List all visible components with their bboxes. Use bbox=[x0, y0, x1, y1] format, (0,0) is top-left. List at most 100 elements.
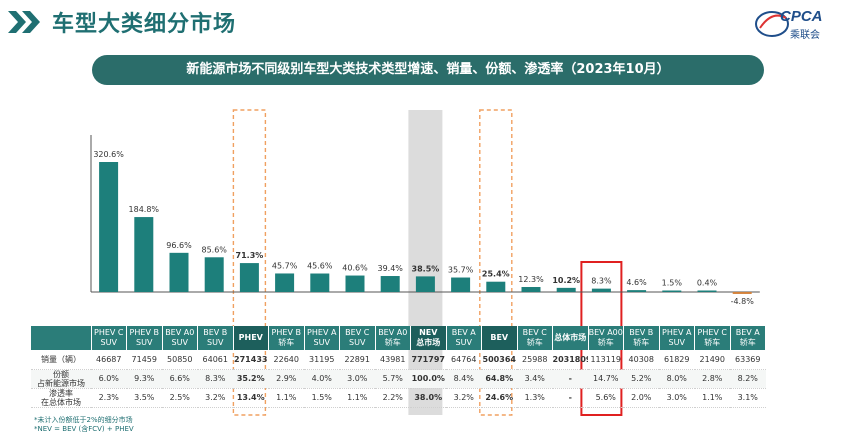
footnote-share: *未计入份额低于2%的细分市场 bbox=[34, 416, 133, 424]
table-cell: 6.6% bbox=[162, 369, 198, 389]
table-cell: 2.9% bbox=[268, 369, 304, 389]
bar bbox=[345, 275, 365, 292]
highlight-dashed-box bbox=[479, 109, 513, 416]
bar-value-label: 38.5% bbox=[412, 264, 440, 273]
table-cell: 2.8% bbox=[694, 369, 730, 389]
table-column-header: NEV 总市场 bbox=[410, 326, 447, 350]
table-cell: 43981 bbox=[375, 350, 411, 370]
table-cell: 2.5% bbox=[162, 388, 198, 408]
table-column-header: BEV B 轿车 bbox=[623, 326, 660, 350]
table-corner bbox=[31, 326, 92, 350]
table-cell: 1.1% bbox=[268, 388, 304, 408]
table-cell: 46687 bbox=[91, 350, 127, 370]
logo-subtext: 乘联会 bbox=[790, 30, 820, 41]
table-cell: 1.1% bbox=[339, 388, 375, 408]
bar-value-label: 184.8% bbox=[129, 205, 160, 214]
table-cell: 2031809 bbox=[552, 350, 588, 370]
table-cell: 9.3% bbox=[126, 369, 162, 389]
bar-value-label: 10.2% bbox=[552, 276, 580, 285]
table-column-header: PHEV B 轿车 bbox=[268, 326, 305, 350]
table-column-header: PHEV C SUV bbox=[91, 326, 127, 350]
data-table: PHEV C SUV PHEV B SUV BEV A0 SUV BEV B SUV PHEV P… bbox=[31, 326, 766, 408]
table-cell: 8.0% bbox=[659, 369, 695, 389]
bar bbox=[275, 273, 295, 292]
table-column-header: PHEV bbox=[233, 326, 269, 350]
table-column-header: BEV A0 轿车 bbox=[375, 326, 411, 350]
chart-banner-title: 新能源市场不同级别车型大类技术类型增速、销量、份额、渗透率（2023年10月） bbox=[92, 55, 764, 85]
table-cell: 2.0% bbox=[623, 388, 659, 408]
bar-value-label: 85.6% bbox=[201, 245, 227, 254]
bar bbox=[451, 277, 471, 292]
bar bbox=[486, 281, 506, 292]
table-cell: 31195 bbox=[304, 350, 340, 370]
table-cell: 3.1% bbox=[730, 388, 766, 408]
table-cell: 63369 bbox=[730, 350, 766, 370]
table-column-header: PHEV A SUV bbox=[659, 326, 695, 350]
page-title: 车型大类细分市场 bbox=[52, 12, 237, 37]
bar bbox=[134, 217, 154, 292]
bar bbox=[380, 276, 400, 292]
bar-value-label: 45.7% bbox=[272, 261, 298, 270]
table-column-header: BEV B SUV bbox=[197, 326, 234, 350]
highlight-dashed-box bbox=[232, 109, 267, 416]
bar bbox=[169, 252, 189, 292]
bar-value-label: 40.6% bbox=[342, 264, 368, 273]
table-cell: 40308 bbox=[623, 350, 659, 370]
table-cell: - bbox=[552, 369, 588, 389]
table-row: 份额 占新能源市场 6.0% 9.3% 6.6% 8.3% 35.2% 2.9% 4.0% 3.0… bbox=[31, 369, 766, 389]
table-cell: 271433 bbox=[233, 350, 269, 370]
table-cell: 6.0% bbox=[91, 369, 127, 389]
table-cell: 2.3% bbox=[91, 388, 127, 408]
table-cell: 3.0% bbox=[659, 388, 695, 408]
chevron-arrows-icon bbox=[8, 11, 40, 33]
bar bbox=[627, 290, 647, 292]
bar bbox=[591, 288, 611, 292]
table-cell: 8.2% bbox=[730, 369, 766, 389]
table-row: 渗透率 在总体市场 2.3% 3.5% 2.5% 3.2% 13.4% 1.1% 1.5% 1.1… bbox=[31, 388, 766, 408]
table-cell: 38.0% bbox=[410, 388, 446, 408]
table-cell: 13.4% bbox=[233, 388, 269, 408]
table-cell: 64764 bbox=[446, 350, 482, 370]
table-cell: - bbox=[552, 388, 588, 408]
table-row: 销量（辆） 46687 71459 50850 64061 271433 22640 3119… bbox=[31, 350, 766, 370]
table-cell: 5.2% bbox=[623, 369, 659, 389]
bar-value-label: 0.4% bbox=[697, 279, 718, 288]
table-cell: 1.3% bbox=[517, 388, 553, 408]
table-column-header: BEV C 轿车 bbox=[517, 326, 553, 350]
bar bbox=[204, 257, 224, 292]
bar-value-label: -4.8% bbox=[731, 297, 755, 306]
table-column-header: BEV A0 SUV bbox=[162, 326, 198, 350]
bar-value-label: 96.6% bbox=[166, 241, 192, 250]
row-label: 销量（辆） bbox=[31, 350, 91, 370]
table-cell: 61829 bbox=[659, 350, 695, 370]
bar-value-label: 1.5% bbox=[662, 279, 683, 288]
bar bbox=[697, 290, 717, 292]
bar bbox=[310, 273, 330, 292]
table-cell: 8.4% bbox=[446, 369, 482, 389]
bar bbox=[415, 276, 435, 292]
footnote-nev: *NEV = BEV (含FCV) + PHEV bbox=[34, 425, 134, 433]
table-cell: 64061 bbox=[197, 350, 233, 370]
bar bbox=[556, 287, 576, 292]
bar-value-label: 35.7% bbox=[448, 266, 474, 275]
bar bbox=[732, 292, 752, 294]
table-cell: 3.0% bbox=[339, 369, 375, 389]
table-cell: 3.5% bbox=[126, 388, 162, 408]
bar-value-label: 320.6% bbox=[93, 150, 124, 159]
table-cell: 1.5% bbox=[304, 388, 340, 408]
table-cell: 5.7% bbox=[375, 369, 411, 389]
row-label: 份额 占新能源市场 bbox=[31, 369, 91, 389]
table-cell: 35.2% bbox=[233, 369, 269, 389]
bar bbox=[99, 162, 119, 292]
table-column-header: BEV A 轿车 bbox=[730, 326, 766, 350]
bar-value-label: 12.3% bbox=[518, 275, 544, 284]
table-cell: 3.2% bbox=[446, 388, 482, 408]
table-cell: 64.8% bbox=[481, 369, 517, 389]
bar bbox=[521, 287, 541, 292]
table-column-header: 总体市场 bbox=[552, 326, 589, 350]
cpca-logo-icon bbox=[755, 11, 789, 37]
footnotes: *未计入份额低于2%的细分市场 *NEV = BEV (含FCV) + PHEV bbox=[34, 416, 134, 434]
table-cell: 771797 bbox=[410, 350, 446, 370]
table-cell: 22891 bbox=[339, 350, 375, 370]
